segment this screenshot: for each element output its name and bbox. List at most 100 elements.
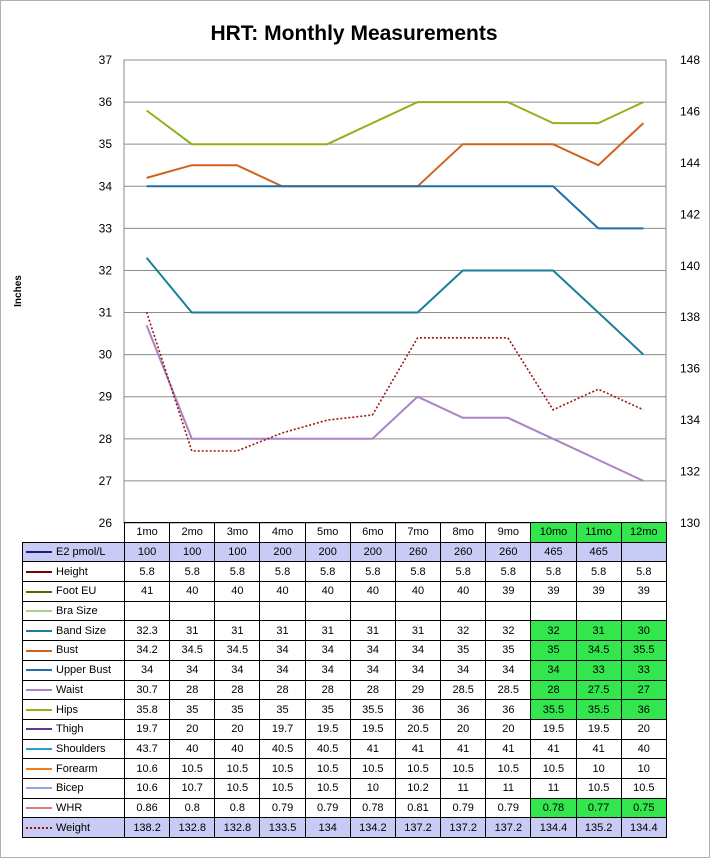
data-cell: 0.77 bbox=[575, 797, 622, 819]
data-cell: 5.8 bbox=[620, 561, 667, 583]
data-cell: 0.79 bbox=[485, 797, 532, 819]
legend-label: Upper Bust bbox=[56, 664, 112, 677]
legend-swatch bbox=[26, 708, 52, 711]
data-cell: 31 bbox=[214, 620, 261, 642]
data-cell: 10.5 bbox=[575, 777, 622, 799]
legend-label: Hips bbox=[56, 703, 79, 716]
legend-label: Bicep bbox=[56, 782, 84, 795]
data-cell: 43.7 bbox=[123, 738, 171, 760]
data-cell: 20 bbox=[485, 718, 532, 740]
left-tick-label: 33 bbox=[99, 221, 113, 235]
data-cell bbox=[304, 600, 351, 622]
data-cell bbox=[349, 600, 396, 622]
right-tick-label: 144 bbox=[680, 156, 700, 170]
data-cell: 35.8 bbox=[123, 699, 171, 720]
data-cell: 20 bbox=[620, 718, 667, 740]
data-cell: 39 bbox=[620, 581, 667, 602]
data-cell: 40 bbox=[440, 581, 487, 602]
data-cell: 20 bbox=[214, 718, 261, 740]
legend-entry-forearm: Forearm bbox=[22, 758, 125, 779]
data-cell: 31 bbox=[169, 620, 216, 642]
data-cell: 35 bbox=[259, 699, 306, 720]
data-cell: 41 bbox=[530, 738, 577, 760]
data-cell: 35 bbox=[485, 640, 532, 661]
data-cell: 28.5 bbox=[440, 679, 487, 701]
category-label-2mo: 2mo bbox=[169, 522, 216, 543]
data-cell: 34 bbox=[259, 640, 306, 661]
legend-entry-waist: Waist bbox=[22, 679, 125, 701]
legend-swatch bbox=[26, 767, 52, 770]
left-tick-label: 36 bbox=[99, 95, 113, 109]
data-cell: 5.8 bbox=[575, 561, 622, 583]
data-cell: 28 bbox=[530, 679, 577, 701]
data-cell: 5.8 bbox=[169, 561, 216, 583]
data-cell: 0.8 bbox=[169, 797, 216, 819]
right-tick-label: 142 bbox=[680, 207, 700, 221]
data-cell: 40 bbox=[214, 581, 261, 602]
data-cell: 5.8 bbox=[485, 561, 532, 583]
right-tick-label: 130 bbox=[680, 516, 700, 530]
legend-entry-band-size: Band Size bbox=[22, 620, 125, 642]
table-row: Bra Size bbox=[22, 600, 667, 622]
data-cell: 32 bbox=[530, 620, 577, 642]
category-label-9mo: 9mo bbox=[485, 522, 532, 543]
legend-label: WHR bbox=[56, 801, 83, 814]
left-tick-label: 30 bbox=[99, 348, 113, 362]
data-cell: 32 bbox=[440, 620, 487, 642]
data-cell: 40 bbox=[259, 581, 306, 602]
right-axis-ticks: 130 132 134 136 138 140 142 144 146 148 bbox=[680, 53, 700, 530]
data-cell: 10.5 bbox=[304, 777, 351, 799]
category-label-7mo: 7mo bbox=[394, 522, 442, 543]
data-cell: 100 bbox=[123, 541, 171, 563]
data-cell: 39 bbox=[575, 581, 622, 602]
data-cell: 35 bbox=[169, 699, 216, 720]
data-cell: 0.78 bbox=[530, 797, 577, 819]
data-cell: 34 bbox=[304, 640, 351, 661]
data-cell: 10.5 bbox=[530, 758, 577, 779]
data-cell: 0.79 bbox=[304, 797, 351, 819]
right-tick-label: 140 bbox=[680, 259, 700, 273]
data-cell: 28 bbox=[304, 679, 351, 701]
legend-entry-hips: Hips bbox=[22, 699, 125, 720]
legend-entry-weight: Weight bbox=[22, 817, 125, 838]
data-cell: 5.8 bbox=[304, 561, 351, 583]
legend-label: Height bbox=[56, 565, 88, 578]
legend-label: Forearm bbox=[56, 762, 98, 775]
data-cell: 133.5 bbox=[259, 817, 306, 838]
data-cell: 40 bbox=[169, 738, 216, 760]
data-cell: 134.2 bbox=[349, 817, 396, 838]
legend-swatch bbox=[26, 649, 52, 652]
data-cell: 32.3 bbox=[123, 620, 171, 642]
right-tick-label: 146 bbox=[680, 104, 700, 118]
data-cell: 27.5 bbox=[575, 679, 622, 701]
data-cell: 33 bbox=[575, 659, 622, 681]
data-cell: 39 bbox=[485, 581, 532, 602]
series-line-band-size bbox=[145, 257, 645, 356]
data-table: 1mo 2mo 3mo 4mo 5mo 6mo 7mo 8mo 9mo 10mo 11mo 12mo E… bbox=[22, 522, 667, 838]
data-cell: 138.2 bbox=[123, 817, 171, 838]
data-cell: 27 bbox=[620, 679, 667, 701]
data-cell: 5.8 bbox=[440, 561, 487, 583]
legend-swatch bbox=[26, 807, 52, 810]
data-cell: 19.5 bbox=[575, 718, 622, 740]
data-cell: 465 bbox=[530, 541, 577, 563]
data-cell: 31 bbox=[394, 620, 442, 642]
data-cell: 0.86 bbox=[123, 797, 171, 819]
left-tick-label: 35 bbox=[99, 137, 113, 151]
left-tick-label: 37 bbox=[99, 53, 113, 67]
data-cell: 10.7 bbox=[169, 777, 216, 799]
table-row: Foot EU 41 40 40 40 40 40 40 40 39 39 39 39 bbox=[22, 581, 667, 602]
table-corner bbox=[22, 522, 125, 543]
data-cell: 465 bbox=[575, 541, 622, 563]
data-cell bbox=[620, 600, 667, 622]
data-cell: 11 bbox=[530, 777, 577, 799]
data-cell bbox=[440, 600, 487, 622]
data-cell: 40.5 bbox=[259, 738, 306, 760]
data-cell: 11 bbox=[485, 777, 532, 799]
data-cell: 41 bbox=[485, 738, 532, 760]
data-cell: 5.8 bbox=[123, 561, 171, 583]
data-cell: 137.2 bbox=[394, 817, 442, 838]
right-tick-label: 138 bbox=[680, 310, 700, 324]
data-cell: 0.75 bbox=[620, 797, 667, 819]
data-cell: 41 bbox=[123, 581, 171, 602]
